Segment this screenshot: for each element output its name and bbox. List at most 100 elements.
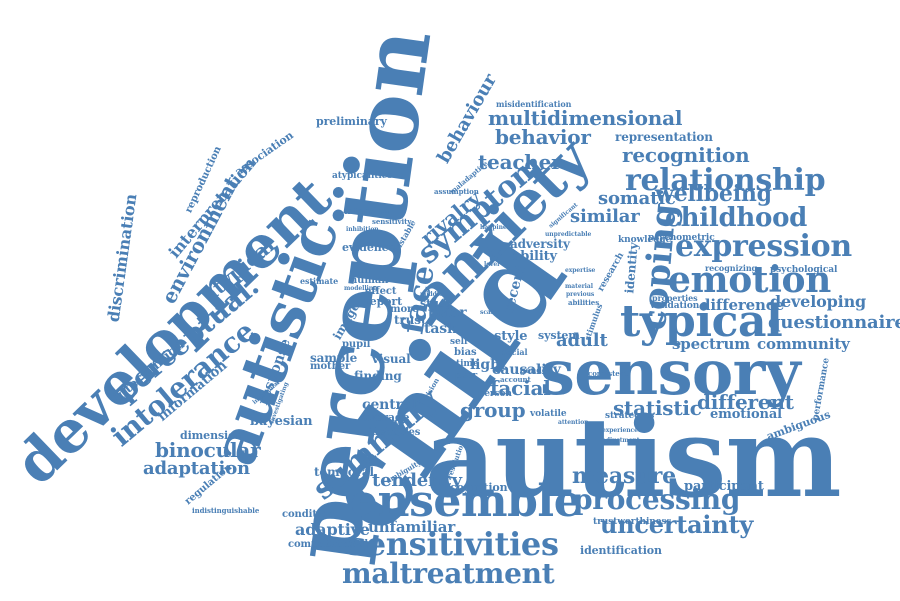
word-trustworthiness: trustworthiness [593, 517, 672, 527]
word-attention: attention [558, 419, 589, 426]
word-adaptive: adaptive [295, 520, 370, 539]
word-social: social [502, 347, 528, 357]
word-assumption: assumption [434, 187, 479, 196]
word-ensemble: ensemble [350, 476, 582, 527]
word-inhibition: inhibition [346, 226, 379, 233]
word-behavior: behavior [495, 125, 591, 149]
word-statistic: statistic [613, 396, 702, 420]
word-coping: coping [633, 202, 685, 332]
word-temporal: temporal [314, 465, 374, 479]
word-community: community [757, 335, 850, 353]
word-expertise: expertise [565, 267, 596, 274]
word-multidimensional: multidimensional [488, 106, 683, 130]
word-account: account [500, 375, 531, 384]
word-estimate: estimate [300, 276, 339, 286]
word-causality: causality [492, 362, 561, 378]
word-discrimination: discrimination [103, 192, 141, 324]
word-sensitivities: sensitivities [348, 525, 559, 563]
word-human: human [350, 275, 389, 286]
word-sample: sample [310, 351, 358, 365]
word-developing: developing [770, 292, 867, 311]
word-interview: interview [344, 207, 390, 217]
word-effect: effect [365, 286, 397, 297]
word-abilities: abilities [568, 298, 600, 307]
word-psychometric: psychometric [648, 233, 715, 243]
word-visual: visual [372, 352, 411, 366]
word-system: system [538, 329, 580, 342]
word-autism: autism [425, 393, 842, 522]
word-report: report [364, 295, 403, 308]
word-ability: ability [512, 249, 557, 264]
word-validation: validation [650, 301, 700, 311]
word-happiness: happiness [480, 224, 514, 231]
word-properties: properties [652, 293, 698, 303]
word-misidentification: misidentification [496, 99, 572, 109]
word-experienced: experienced [602, 427, 643, 434]
word-typical: typical [620, 296, 783, 347]
word-tendency: tendency [372, 470, 462, 491]
word-preliminary: preliminary [316, 115, 387, 128]
word-childhood: childhood [665, 203, 808, 233]
word-cognition: cognition [450, 481, 508, 494]
word-measure: measure [572, 463, 676, 489]
word-bias: bias [454, 347, 477, 358]
word-modelling: modelling [344, 285, 378, 292]
word-participant: participant [684, 479, 764, 494]
word-emotional: emotional [710, 407, 782, 422]
word-identification: identification [580, 544, 662, 557]
word-gender: gender [520, 365, 551, 375]
word-processing: processing [573, 483, 741, 516]
word-unpredictable: unpredictable [545, 231, 592, 238]
word-group: group [460, 398, 526, 422]
word-adaptation: adaptation [143, 458, 250, 479]
word-dimension: dimension [180, 429, 244, 442]
word-previous: previous [566, 291, 595, 298]
word-representation: representation [615, 130, 713, 144]
word-light: light [470, 357, 507, 373]
word-average: average [362, 411, 410, 424]
word-unfamiliar: unfamiliar [368, 518, 456, 536]
word-self: self [450, 337, 468, 347]
word-central: central [362, 397, 417, 413]
word-maltreatment: maltreatment [342, 557, 555, 590]
word-sensory: sensory [540, 336, 801, 409]
word-computational: computational [288, 539, 369, 550]
word-person: person [478, 389, 512, 399]
word-facial: facial [490, 376, 551, 400]
word-recognition: recognition [622, 143, 750, 167]
word-evidence: evidence [342, 241, 396, 254]
word-time: time [456, 359, 479, 369]
word-psychological: psychological [770, 265, 838, 275]
word-prior: prior [428, 305, 467, 321]
word-trust: trust [394, 313, 427, 327]
word-adversity: adversity [510, 237, 570, 251]
word-task: task [424, 321, 457, 337]
word-identities: identities [368, 427, 421, 438]
word-study: study [420, 297, 453, 310]
word-middle: middle [420, 291, 443, 298]
word-emotion: emotion [668, 259, 831, 301]
word-scale: scale [480, 309, 497, 316]
word-consistent: consistent [588, 369, 628, 378]
word-pupil: pupil [342, 339, 371, 350]
word-adult: adult [556, 330, 608, 351]
word-recognizing: recognizing [705, 263, 758, 273]
word-condition: condition [282, 509, 335, 520]
word-association: association [232, 128, 296, 179]
word-uncertainty: uncertainty [600, 510, 754, 539]
word-questionnaire: questionnaire [768, 312, 900, 333]
word-level: level [484, 261, 500, 268]
word-material: material [565, 283, 593, 290]
word-mother: mother [310, 361, 351, 372]
word-more: more [390, 304, 419, 315]
word-spectrum: spectrum [672, 335, 751, 353]
word-indistinguishable: indistinguishable [192, 506, 260, 515]
word-volatile: volatile [530, 409, 567, 419]
word-difference: difference [700, 296, 785, 314]
word-different: different [697, 390, 794, 414]
word-teacher: teacher [478, 150, 562, 174]
word-somatic: somatic [598, 188, 676, 209]
word-adjustment: adjustment [602, 437, 640, 444]
word-strategies: strategies [605, 411, 655, 421]
